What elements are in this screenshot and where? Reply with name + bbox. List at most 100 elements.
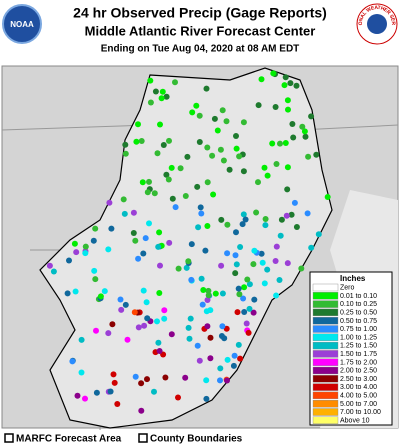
gage-dot <box>217 146 224 153</box>
gage-dot <box>151 388 157 395</box>
gage-dot <box>200 287 207 293</box>
gage-dot <box>166 239 173 246</box>
gage-dot <box>111 379 118 386</box>
gage-dot <box>291 199 298 206</box>
legend-label: 2.00 to 2.50 <box>340 368 377 375</box>
gage-dot <box>258 76 265 83</box>
gage-dot <box>161 307 168 314</box>
gage-dot <box>139 179 146 186</box>
gage-dot <box>289 121 296 127</box>
legend-swatch <box>312 375 339 383</box>
gage-dot <box>141 322 148 329</box>
gage-dot <box>121 210 128 217</box>
gage-dot <box>130 209 137 216</box>
legend-label: Zero <box>340 285 355 292</box>
gage-dot <box>233 229 239 236</box>
gage-dot <box>92 225 99 232</box>
title: 24 hr Observed Precip (Gage Reports) <box>73 5 327 21</box>
gage-dot <box>284 260 291 267</box>
gage-dot <box>284 164 291 171</box>
gage-dot <box>131 309 138 316</box>
footer-label: County Boundaries <box>150 434 243 445</box>
gage-dot <box>196 112 203 119</box>
gage-dot <box>305 153 312 160</box>
legend-label: 3.00 to 4.00 <box>340 384 377 391</box>
gage-dot <box>233 133 239 139</box>
gage-dot <box>133 138 140 145</box>
gage-dot <box>194 342 201 349</box>
gage-dot <box>203 85 210 92</box>
forecast-area <box>39 67 333 429</box>
gage-dot <box>240 119 247 126</box>
gage-dot <box>261 164 268 171</box>
legend-swatch <box>312 358 339 366</box>
gage-dot <box>242 216 249 223</box>
gage-dot <box>224 221 231 228</box>
gage-dot <box>233 145 240 152</box>
gage-dot <box>203 395 210 402</box>
legend-swatch <box>312 366 339 375</box>
gage-dot <box>132 237 139 244</box>
footer-label: MARFC Forecast Area <box>16 434 122 445</box>
gage-dot <box>184 153 191 160</box>
gage-dot <box>197 204 204 211</box>
gage-dot <box>124 336 131 343</box>
legend-label: 0.75 to 1.00 <box>340 326 377 333</box>
gage-dots <box>46 70 331 414</box>
gage-dot <box>264 172 271 179</box>
gage-dot <box>246 281 253 288</box>
gage-dot <box>212 290 219 297</box>
gage-dot <box>90 237 97 244</box>
gage-dot <box>183 264 190 271</box>
legend-swatch <box>312 308 339 317</box>
subtitle: Middle Atlantic River Forecast Center <box>85 23 316 38</box>
gage-dot <box>204 179 211 186</box>
gage-dot <box>108 225 115 232</box>
gage-dot <box>313 151 320 158</box>
legend-swatch <box>312 333 339 341</box>
gage-dot <box>223 118 230 125</box>
legend-label: 1.75 to 2.00 <box>340 359 377 366</box>
legend-swatch <box>312 325 339 333</box>
gage-dot <box>218 216 225 223</box>
gage-dot <box>285 106 291 113</box>
gage-dot <box>258 250 265 257</box>
gage-dot <box>156 290 163 296</box>
gage-dot <box>72 288 79 295</box>
legend-label: 2.50 to 3.00 <box>340 376 377 383</box>
gage-dot <box>144 376 150 383</box>
legend-label: 5.00 to 7.00 <box>340 401 377 408</box>
gage-dot <box>46 262 53 269</box>
gage-dot <box>324 194 331 200</box>
gage-dot <box>269 140 276 147</box>
gage-dot <box>246 305 253 312</box>
gage-dot <box>235 341 242 348</box>
gage-dot <box>165 176 172 183</box>
gage-dot <box>288 211 295 218</box>
gage-dot <box>91 267 98 274</box>
gage-dot <box>117 296 124 303</box>
gage-dot <box>158 95 165 102</box>
gage-dot <box>299 123 306 130</box>
gage-dot <box>156 348 163 354</box>
gage-dot <box>259 259 266 266</box>
gage-dot <box>107 388 114 395</box>
gage-dot <box>78 336 85 343</box>
gage-dot <box>239 221 246 228</box>
gage-dot <box>156 229 163 236</box>
gage-dot <box>276 277 283 283</box>
gage-dot <box>146 220 152 227</box>
legend-label: Above 10 <box>340 417 370 424</box>
footer-box <box>4 433 14 443</box>
nws-emblem <box>367 14 387 34</box>
legend-label: 7.00 to 10.00 <box>340 409 381 416</box>
gage-dot <box>304 210 311 217</box>
gage-dot <box>241 284 248 291</box>
gage-dot <box>160 142 167 148</box>
gage-dot <box>163 93 170 100</box>
gage-dot <box>157 121 163 128</box>
legend-label: 1.25 to 1.50 <box>340 343 377 350</box>
gage-dot <box>82 243 89 250</box>
gage-dot <box>142 235 149 242</box>
